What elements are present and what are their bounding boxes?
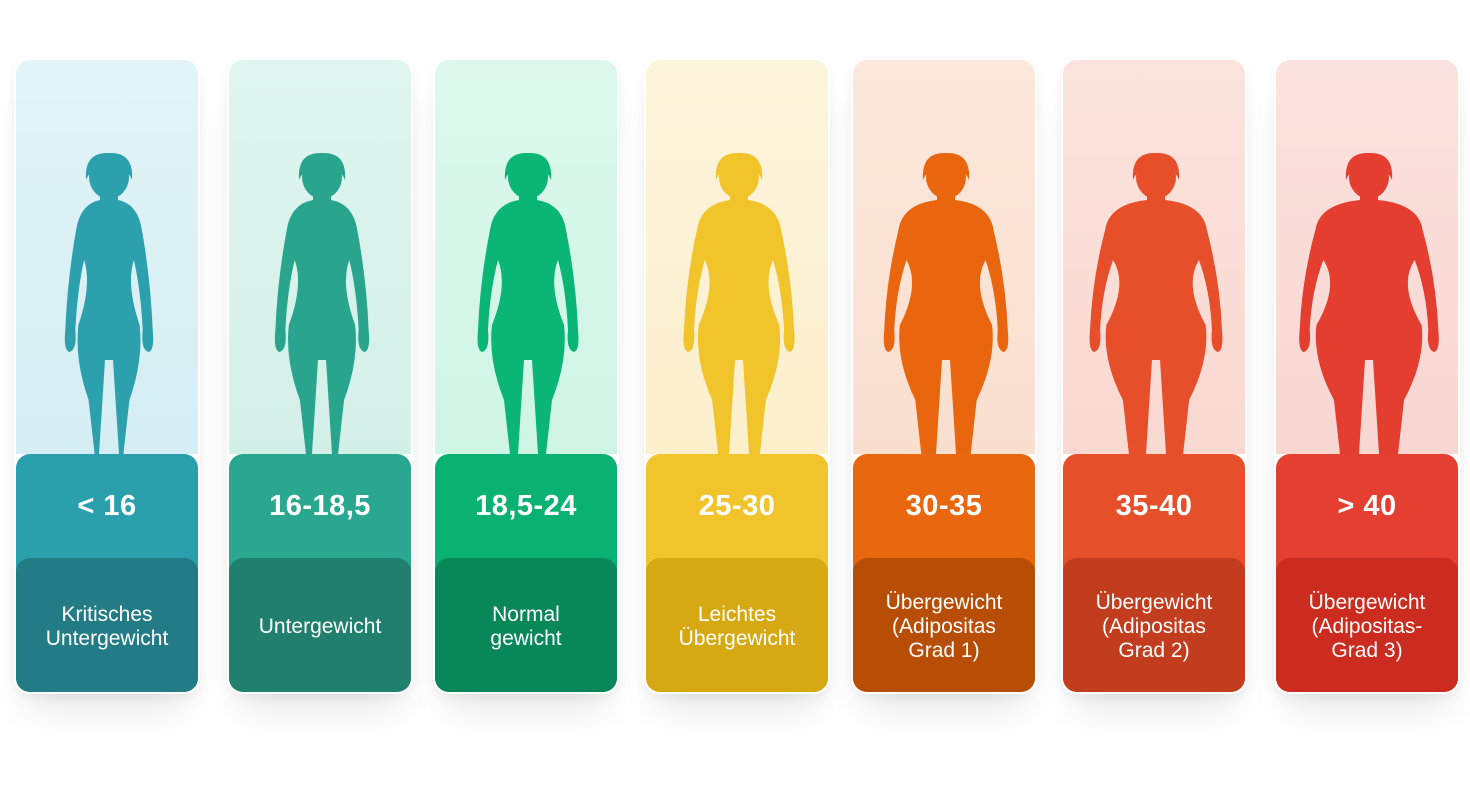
bmi-range-value: 25-30 [698,489,776,522]
bmi-range-value: 18,5-24 [475,489,577,522]
bmi-category-card: 16-18,5 Untergewicht [227,58,413,694]
category-label: Leichtes Übergewicht [678,603,796,650]
category-label: Übergewicht (Adipositas- Grad 3) [1308,591,1426,662]
category-label: Kritisches Untergewicht [45,603,169,650]
bmi-category-card: 30-35 Übergewicht (Adipositas Grad 1) [851,58,1037,694]
silhouette-hair [85,152,133,180]
silhouette-body [683,190,795,454]
body-silhouette-icon [477,152,579,454]
silhouette-body [64,190,154,454]
bmi-category-card: > 40 Übergewicht (Adipositas- Grad 3) [1274,58,1460,694]
silhouette-hair [715,152,763,180]
silhouette-body [1089,190,1223,454]
category-label: Normal gewicht [490,603,562,650]
bmi-range-value: < 16 [77,489,137,522]
bmi-range-value: 30-35 [905,489,983,522]
category-label-box: Normal gewicht [435,558,617,692]
bmi-category-card: < 16 Kritisches Untergewicht [14,58,200,694]
silhouette-body [883,190,1009,454]
category-label-box: Untergewicht [229,558,411,692]
bmi-category-card: 35-40 Übergewicht (Adipositas Grad 2) [1061,58,1247,694]
bmi-range-value: 16-18,5 [269,489,371,522]
category-label-box: Kritisches Untergewicht [16,558,198,692]
silhouette-body [274,190,370,454]
body-silhouette-icon [1299,152,1439,454]
silhouette-hair [1132,152,1180,180]
category-label-box: Leichtes Übergewicht [646,558,828,692]
body-silhouette-icon [64,152,154,454]
silhouette-body [1299,190,1439,454]
body-silhouette-icon [683,152,795,454]
bmi-range-value: 35-40 [1115,489,1193,522]
body-silhouette-icon [883,152,1009,454]
bmi-category-card: 25-30 Leichtes Übergewicht [644,58,830,694]
body-silhouette-icon [274,152,370,454]
silhouette-hair [922,152,970,180]
silhouette-hair [504,152,552,180]
category-label-box: Übergewicht (Adipositas Grad 2) [1063,558,1245,692]
category-label: Übergewicht (Adipositas Grad 2) [1095,591,1213,662]
category-label-box: Übergewicht (Adipositas Grad 1) [853,558,1035,692]
category-label: Untergewicht [258,615,382,638]
bmi-category-card: 18,5-24 Normal gewicht [433,58,619,694]
category-label: Übergewicht (Adipositas Grad 1) [885,591,1003,662]
bmi-range-value: > 40 [1337,489,1397,522]
body-silhouette-icon [1089,152,1223,454]
silhouette-body [477,190,579,454]
silhouette-hair [298,152,346,180]
category-label-box: Übergewicht (Adipositas- Grad 3) [1276,558,1458,692]
silhouette-hair [1345,152,1393,180]
